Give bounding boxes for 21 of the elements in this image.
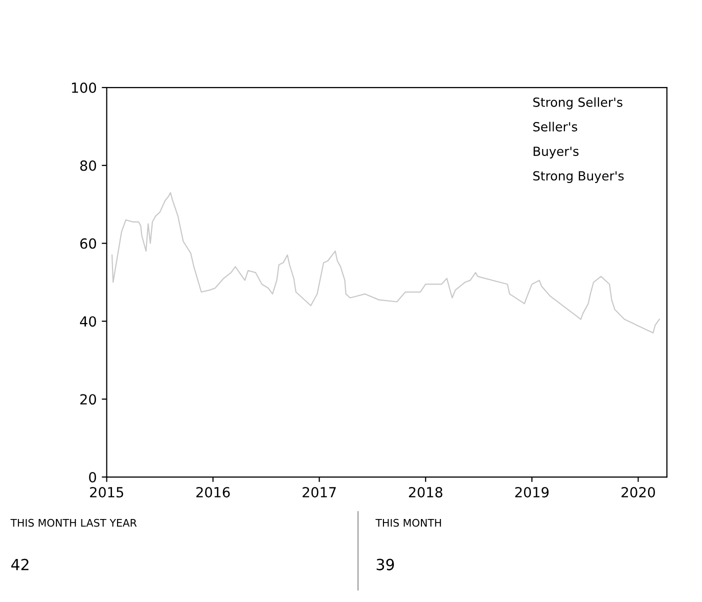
y-tick-label: 60 [80,238,96,249]
line-series [111,192,660,334]
y-tick-label: 80 [80,160,96,171]
x-tick-label: 2016 [196,486,230,498]
annotation: Seller's [533,122,578,132]
x-tick-label: 2017 [302,486,336,498]
x-tick-label: 2018 [408,486,442,498]
text: 39 [376,558,394,570]
annotation: Buyer's [534,146,579,158]
x-tick-label: 2020 [622,486,655,498]
x-tick-label: 2015 [90,486,124,498]
y-tick-label: 0 [89,472,96,482]
y-tick-label: 20 [80,394,96,405]
annotation: Strong Seller's [533,97,622,110]
y-tick-label: 40 [80,316,96,327]
x-tick-label: 2019 [515,486,549,498]
text: 42 [11,558,28,570]
text: THIS MONTH [376,518,441,527]
y-tick-label: 100 [72,82,96,94]
annotation: Strong Buyer's [533,171,624,183]
text: THIS MONTH LAST YEAR [10,518,137,527]
